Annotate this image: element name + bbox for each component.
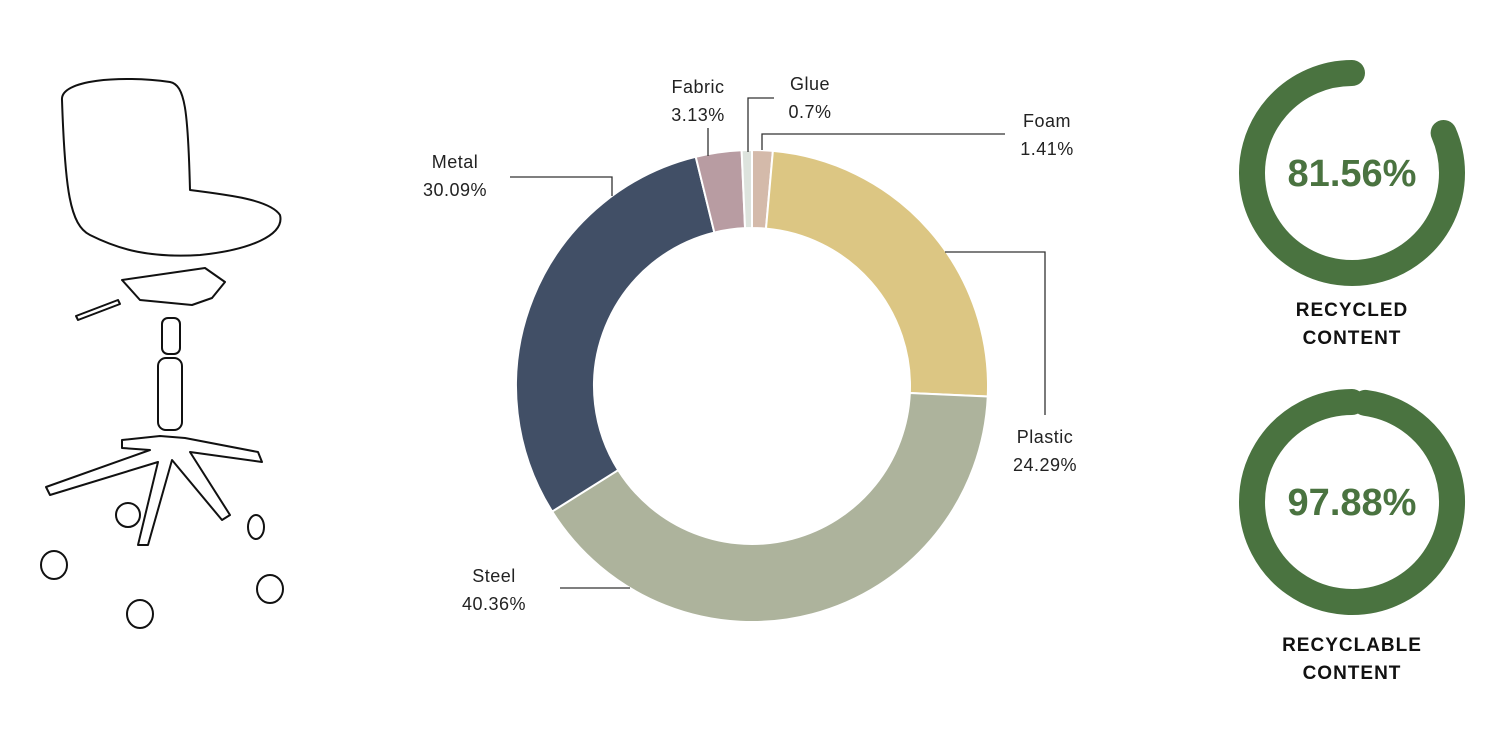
- slice-label: Foam: [1023, 111, 1071, 131]
- slice-value: 40.36%: [462, 594, 526, 614]
- donut-slice: [740, 148, 753, 230]
- donut-slice: [764, 149, 989, 398]
- leader-line: [945, 251, 1046, 415]
- chair-illustration: [40, 78, 284, 629]
- slice-label: Fabric: [671, 77, 724, 97]
- gauge-title: RECYCLABLE CONTENT: [1282, 635, 1422, 684]
- gauge-value: 81.56%: [1288, 153, 1417, 195]
- slice-label: Glue: [790, 74, 830, 94]
- slice-value: 30.09%: [423, 180, 487, 200]
- donut-slice: [550, 391, 989, 623]
- gauge-title: RECYCLED CONTENT: [1295, 300, 1409, 349]
- slice-value: 1.41%: [1020, 139, 1074, 159]
- slice-value: 24.29%: [1013, 455, 1077, 475]
- leader-line: [747, 97, 774, 152]
- donut-slice: [515, 155, 716, 513]
- slice-value: 0.7%: [788, 102, 831, 122]
- gauge-value: 97.88%: [1288, 482, 1417, 524]
- slice-label: Metal: [432, 152, 479, 172]
- slice-label: Steel: [472, 566, 516, 586]
- gauge-arc: [1239, 60, 1465, 286]
- slice-value: 3.13%: [671, 105, 725, 125]
- leader-line: [510, 176, 613, 196]
- gauge-arc: [1239, 389, 1465, 615]
- leader-line: [761, 133, 1005, 150]
- slice-label: Plastic: [1017, 427, 1074, 447]
